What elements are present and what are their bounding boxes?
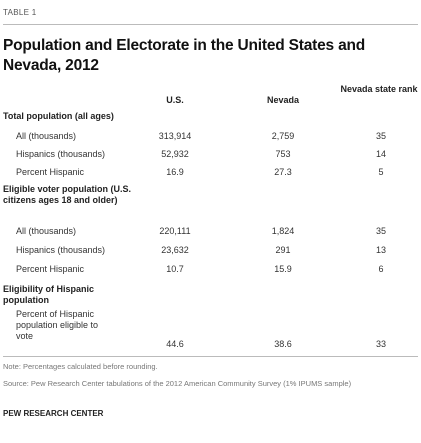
row-label: Percent of Hispanic population eligible … [16,309,99,341]
row-label: Hispanics (thousands) [16,245,106,255]
cell-rank: 35 [375,131,386,141]
column-header-state-rank: Nevada state rank [340,84,418,94]
cell-us: 52,932 [161,149,189,159]
column-header-us: U.S. [166,95,184,105]
cell-rank: 5 [378,167,384,177]
row-label: All (thousands) [16,226,77,236]
table-title: Population and Electorate in the United … [3,37,366,74]
cell-nevada: 291 [275,245,291,255]
table-bottom-divider [3,356,418,357]
cell-nevada: 1,824 [271,226,295,236]
cell-rank: 6 [378,264,384,274]
top-divider [3,24,418,25]
cell-nevada: 38.6 [274,339,292,349]
column-header-nevada: Nevada [266,95,300,105]
cell-us: 16.9 [166,167,184,177]
note-text: Note: Percentages calculated before roun… [3,362,158,371]
row-label: Percent Hispanic [16,167,85,177]
table-label: TABLE 1 [3,8,37,17]
cell-us: 220,111 [159,226,191,236]
row-label: All (thousands) [16,131,77,141]
section-heading-eligible-voters: Eligible voter population (U.S. citizens… [3,184,132,205]
cell-nevada: 27.3 [274,167,292,177]
cell-nevada: 15.9 [274,264,292,274]
cell-nevada: 2,759 [271,131,295,141]
cell-nevada: 753 [275,149,291,159]
section-heading-total-population: Total population (all ages) [3,111,114,121]
cell-us: 23,632 [161,245,189,255]
cell-rank: 14 [375,149,386,159]
cell-rank: 13 [375,245,386,255]
cell-rank: 35 [375,226,386,236]
cell-us: 313,914 [158,131,192,141]
cell-us: 44.6 [166,339,184,349]
row-label: Percent Hispanic [16,264,85,274]
cell-us: 10.7 [166,264,184,274]
cell-rank: 33 [375,339,386,349]
section-heading-hispanic-eligibility: Eligibility of Hispanic population [3,284,95,305]
publisher-footer: PEW RESEARCH CENTER [3,409,104,418]
row-label: Hispanics (thousands) [16,149,106,159]
source-text: Source: Pew Research Center tabulations … [3,379,352,388]
